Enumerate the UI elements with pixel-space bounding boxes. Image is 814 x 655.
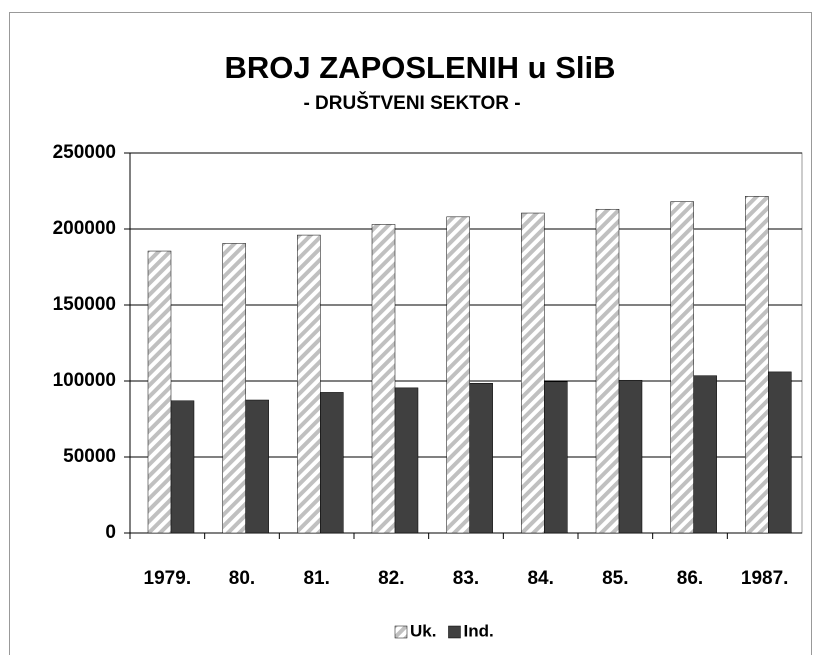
x-tick-label: 86. <box>677 568 703 589</box>
x-tick-label: 1979. <box>144 568 192 589</box>
legend-label: Ind. <box>463 621 493 640</box>
bar <box>170 400 195 534</box>
bar <box>544 381 568 534</box>
bar <box>693 375 717 534</box>
bar <box>371 224 396 534</box>
chart-subtitle: - DRUŠTVENI SEKTOR - <box>303 92 520 114</box>
bar <box>222 243 246 534</box>
chart-title: BROJ ZAPOSLENIH u SliB <box>225 50 616 85</box>
bar <box>469 383 493 534</box>
x-tick-label: 85. <box>602 568 628 589</box>
x-tick-label: 83. <box>453 568 479 589</box>
x-tick-label: 82. <box>378 568 404 589</box>
y-tick-label: 250000 <box>53 142 116 163</box>
bar <box>768 371 792 534</box>
bar <box>320 392 344 534</box>
legend-label: Uk. <box>410 621 436 640</box>
x-tick-label: 80. <box>229 568 255 589</box>
y-tick-label: 200000 <box>53 218 116 239</box>
y-tick-label: 150000 <box>53 294 116 315</box>
bar <box>521 212 545 534</box>
y-tick-label: 50000 <box>63 446 116 467</box>
bar <box>595 208 620 534</box>
bar <box>297 234 321 534</box>
x-tick-label: 84. <box>527 568 553 589</box>
y-tick-label: 100000 <box>53 370 116 391</box>
y-tick-label: 0 <box>105 522 116 543</box>
bar <box>670 201 694 534</box>
legend-swatch <box>394 625 408 639</box>
bar <box>394 387 419 534</box>
bar <box>147 250 172 534</box>
bar <box>745 196 769 534</box>
bar <box>618 379 643 534</box>
legend-swatch <box>448 625 461 639</box>
x-tick-label: 1987. <box>741 568 789 589</box>
x-tick-label: 81. <box>303 568 329 589</box>
bar <box>446 216 470 534</box>
bar <box>245 399 269 534</box>
